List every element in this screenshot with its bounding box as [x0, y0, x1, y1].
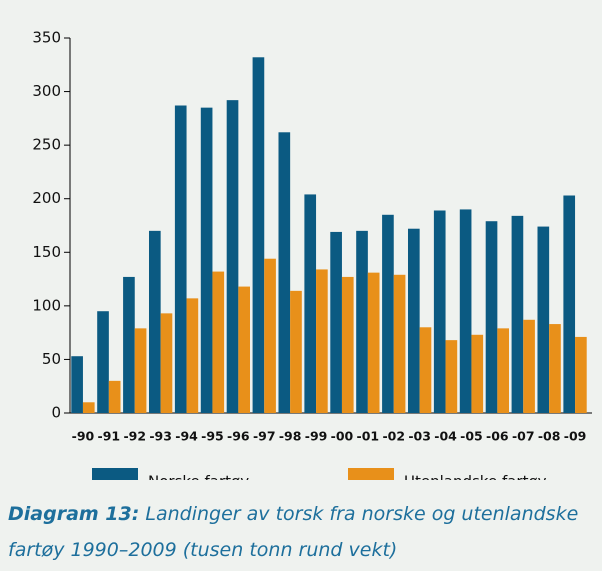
y-tick-label: 0: [51, 404, 61, 422]
bar: [407, 228, 420, 413]
bar: [160, 313, 173, 413]
caption-label: Diagram 13:: [8, 503, 140, 525]
bar: [134, 328, 147, 413]
x-tick-label: -05: [460, 429, 483, 444]
x-tick-label: -01: [357, 429, 380, 444]
bar: [304, 194, 317, 413]
bar: [563, 195, 576, 413]
x-tick-label: -00: [331, 429, 354, 444]
y-tick-label: 100: [32, 296, 61, 314]
bar: [290, 290, 302, 413]
bar: [252, 57, 265, 414]
x-tick-label: -06: [486, 429, 509, 444]
x-tick-label: -95: [201, 429, 224, 444]
bar: [549, 324, 561, 413]
legend-swatch: [92, 468, 138, 480]
y-tick-label: 300: [32, 82, 61, 100]
bar: [123, 276, 135, 413]
x-tick-label: -03: [408, 429, 431, 444]
y-tick-label: 150: [32, 243, 61, 261]
bar: [575, 336, 587, 413]
bar: [278, 132, 291, 414]
x-tick-label: -90: [72, 429, 95, 444]
y-tick-label: 250: [32, 136, 61, 154]
bar: [445, 340, 458, 413]
bar: [419, 327, 432, 413]
legend-label: Norske fartøy: [148, 473, 249, 481]
bar: [537, 226, 550, 413]
x-tick-label: -94: [175, 429, 198, 444]
bar: [382, 214, 394, 413]
bar: [471, 334, 484, 413]
bar: [316, 269, 328, 413]
bar: [393, 274, 406, 413]
y-tick-label: 200: [32, 189, 61, 207]
x-tick-label: -04: [434, 429, 457, 444]
x-tick-label: -98: [279, 429, 302, 444]
bar: [523, 319, 535, 413]
bar: [341, 276, 354, 413]
bar: [356, 230, 368, 413]
bar: [200, 107, 213, 414]
bar: [264, 258, 276, 413]
x-tick-label: -92: [123, 429, 146, 444]
bar: [97, 311, 109, 413]
bar: [238, 286, 251, 413]
y-tick-label: 50: [42, 350, 61, 368]
x-tick-label: -02: [382, 429, 405, 444]
bar: [459, 209, 472, 413]
bar: [226, 100, 239, 414]
bar: [497, 328, 510, 413]
bar: [148, 230, 161, 413]
caption-text: Landinger av torsk fra norske og utenlan…: [8, 503, 579, 561]
bar: [330, 231, 342, 413]
bar: [212, 271, 225, 413]
x-tick-label: -91: [98, 429, 121, 444]
x-tick-label: -96: [227, 429, 250, 444]
legend-label: Utenlandske fartøy: [404, 473, 547, 481]
bar: [485, 221, 498, 413]
y-tick-label: 350: [32, 29, 61, 47]
x-tick-label: -07: [512, 429, 535, 444]
bar: [186, 298, 199, 413]
x-tick-label: -08: [538, 429, 561, 444]
bar: [108, 380, 121, 413]
bar: [367, 272, 380, 413]
bar: [174, 105, 187, 413]
caption: Diagram 13: Landinger av torsk fra norsk…: [8, 496, 598, 568]
legend-swatch: [348, 468, 394, 480]
x-tick-label: -09: [564, 429, 587, 444]
x-tick-label: -99: [305, 429, 328, 444]
x-tick-label: -97: [253, 429, 276, 444]
bar: [71, 356, 83, 413]
bar: [433, 210, 446, 413]
x-tick-label: -93: [149, 429, 172, 444]
bar: [511, 215, 524, 413]
bar: [82, 402, 95, 413]
